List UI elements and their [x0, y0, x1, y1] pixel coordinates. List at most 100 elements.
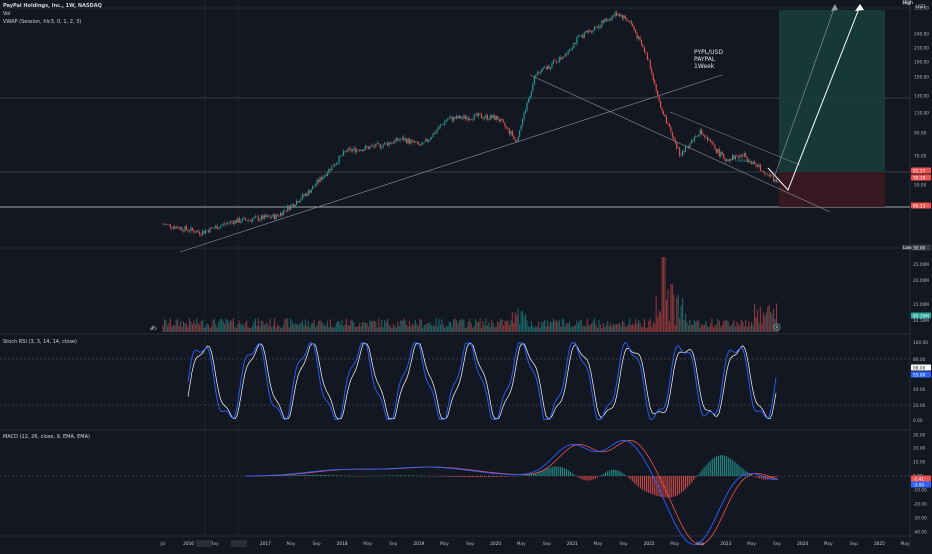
macd-histogram-bar — [309, 475, 310, 476]
volume-bar — [591, 324, 592, 332]
volume-bar — [314, 320, 315, 332]
macd-histogram-bar — [476, 476, 477, 477]
volume-bar — [770, 312, 771, 332]
symbol-legend[interactable]: PayPal Holdings, Inc., 1W, NASDAQ — [3, 3, 102, 10]
candle — [672, 132, 673, 137]
volume-bar — [572, 326, 573, 332]
volume-bar — [259, 326, 260, 332]
macd-histogram-bar — [724, 456, 725, 476]
stoch-legend[interactable]: Stoch RSI (3, 3, 14, 14, close) — [3, 339, 77, 346]
candle — [248, 220, 249, 221]
volume-bar — [305, 319, 306, 332]
volume-bar — [290, 319, 291, 332]
volume-bar — [607, 321, 608, 332]
volume-legend[interactable]: Vol — [3, 11, 10, 18]
candle — [566, 54, 567, 55]
volume-bar — [557, 322, 558, 332]
time-tick-label: May — [363, 541, 372, 547]
volume-bar — [334, 327, 335, 332]
volume-bar — [450, 322, 451, 332]
candle — [273, 214, 274, 217]
candle — [452, 117, 453, 121]
volume-bar — [317, 326, 318, 332]
candle — [604, 19, 605, 23]
macd-tick-label: -30.00 — [913, 516, 927, 522]
volume-bar — [381, 320, 382, 332]
time-tick-label: May — [594, 541, 603, 547]
macd-histogram-bar — [646, 476, 647, 492]
candle — [199, 232, 200, 234]
macd-histogram-bar — [311, 475, 312, 476]
candle — [651, 68, 652, 74]
candle — [230, 221, 231, 223]
candle — [754, 162, 755, 164]
volume-bar — [164, 319, 165, 332]
candle — [708, 140, 709, 141]
candle — [550, 67, 551, 68]
macd-histogram-bar — [699, 472, 700, 476]
candle — [331, 166, 332, 171]
volume-bar — [215, 324, 216, 332]
volume-bar — [670, 284, 671, 332]
macd-histogram-bar — [326, 475, 327, 476]
chart-annotation[interactable]: PYPL/USD PAYPAL 1Week — [694, 49, 723, 70]
macd-histogram-bar — [652, 476, 653, 495]
candle — [265, 215, 266, 217]
macd-histogram-bar — [578, 476, 579, 478]
candle — [688, 146, 689, 148]
macd-histogram-bar — [701, 470, 702, 476]
macd-histogram-bar — [334, 475, 335, 476]
volume-bar — [723, 321, 724, 332]
macd-histogram-bar — [669, 476, 670, 498]
volume-bar — [248, 327, 249, 332]
macd-legend[interactable]: MACD (12, 26, close, 9, EMA, EMA) — [3, 434, 90, 441]
candle — [722, 152, 723, 154]
volume-bar — [177, 319, 178, 332]
candle — [322, 177, 323, 180]
candle — [569, 50, 570, 51]
candle — [342, 155, 343, 156]
candle — [775, 180, 776, 182]
candle — [193, 230, 194, 232]
volume-bar — [502, 319, 503, 332]
volume-bar — [701, 324, 702, 332]
macd-histogram-bar — [611, 470, 612, 476]
volume-bar — [751, 322, 752, 332]
volume-bar — [733, 320, 734, 332]
vwap-legend[interactable]: VWAP (Session, hlc3, 0, 1, 2, 3) — [3, 19, 81, 26]
candle — [327, 173, 328, 176]
candle — [695, 136, 696, 137]
volume-bar — [180, 321, 181, 332]
candle — [560, 57, 561, 59]
candle — [278, 216, 279, 217]
macd-histogram-bar — [640, 476, 641, 488]
volume-bar — [168, 323, 169, 332]
candle — [337, 163, 338, 164]
volume-bar — [755, 317, 756, 332]
macd-histogram-bar — [564, 468, 565, 476]
macd-histogram-bar — [330, 475, 331, 476]
volume-bar — [366, 323, 367, 332]
macd-histogram-bar — [607, 471, 608, 476]
candle — [644, 47, 645, 52]
candle — [425, 139, 426, 142]
volume-bar — [205, 327, 206, 332]
candle — [249, 220, 250, 221]
candle — [447, 119, 448, 120]
candle — [570, 49, 571, 50]
macd-histogram-bar — [328, 475, 329, 476]
price-tick-label: 210.00 — [914, 46, 929, 52]
candle — [196, 231, 197, 233]
macd-histogram-bar — [398, 475, 399, 476]
macd-histogram-bar — [453, 476, 454, 477]
candle — [720, 152, 721, 156]
volume-bar — [189, 318, 190, 332]
price-badge: 81.27 — [913, 168, 926, 174]
volume-bar — [675, 325, 676, 332]
candle — [579, 35, 580, 36]
candle — [568, 51, 569, 55]
drawing-tool-icon[interactable]: ✍ — [150, 324, 157, 333]
stoch-badge-d: 68.00 — [913, 365, 926, 371]
candle — [214, 228, 215, 229]
candle — [585, 31, 586, 33]
